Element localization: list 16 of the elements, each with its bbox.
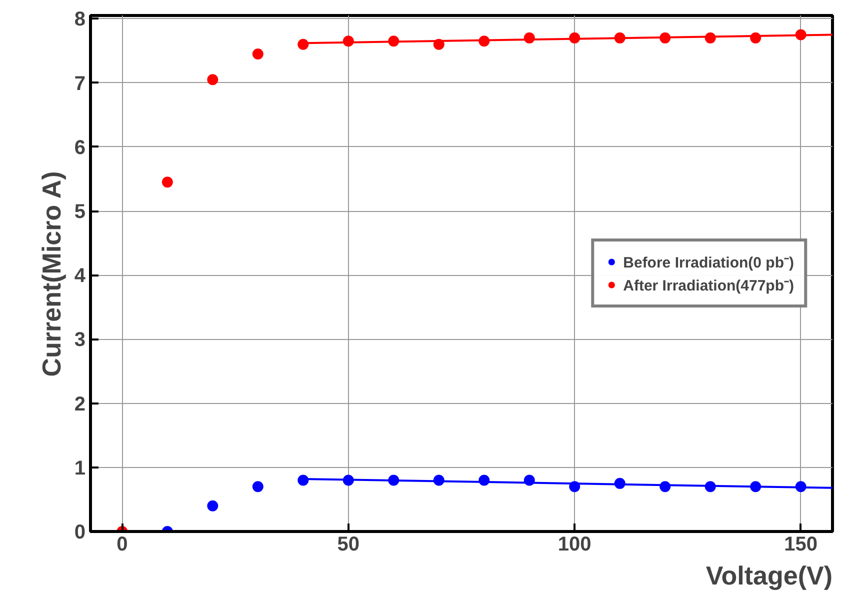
y-tick-label: 4: [74, 265, 86, 288]
x-axis-title: Voltage(V): [706, 560, 833, 590]
y-tick-label: 2: [74, 393, 86, 416]
legend-label: Before Irradiation(0 pb⁻): [623, 254, 794, 272]
y-tick-label: 8: [74, 8, 86, 31]
x-tick-label: 50: [337, 534, 360, 556]
y-axis-title: Current(Micro A): [36, 171, 66, 377]
x-tick-label: 150: [784, 534, 818, 556]
y-tick-label: 5: [74, 201, 86, 224]
y-tick-label: 3: [74, 329, 86, 352]
y-tick-label: 6: [74, 136, 86, 159]
legend-label: After Irradiation(477pb⁻): [623, 276, 794, 294]
y-tick-label: 1: [74, 457, 86, 480]
x-tick-label: 0: [116, 534, 128, 556]
x-tick-label: 100: [558, 534, 592, 556]
y-tick-label: 7: [74, 72, 86, 95]
